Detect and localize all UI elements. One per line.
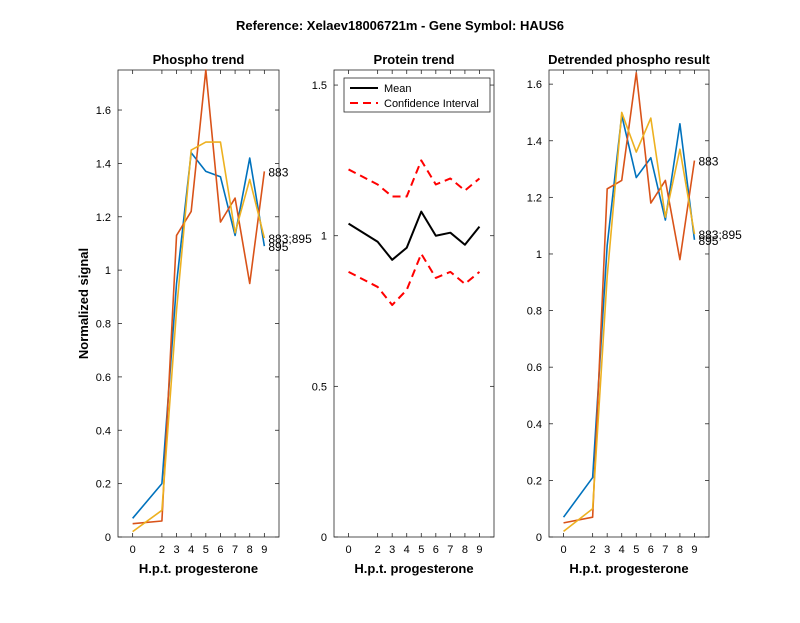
x-tick-label: 2	[159, 544, 165, 556]
series-line-confidence-interval	[348, 252, 481, 307]
y-tick-label: 0.8	[527, 306, 542, 318]
y-tick-label: 1	[105, 265, 111, 277]
x-tick-label: 8	[462, 544, 468, 556]
series-line-883	[132, 151, 266, 519]
x-tick-label: 9	[476, 544, 482, 556]
x-tick-label: 3	[173, 544, 179, 556]
y-tick-label: 1	[321, 231, 327, 243]
x-tick-label: 4	[619, 544, 625, 556]
x-tick-label: 6	[433, 544, 439, 556]
x-tick-label: 0	[345, 544, 351, 556]
y-tick-label: 0.4	[527, 419, 542, 431]
legend-entry-label: Confidence Interval	[384, 98, 479, 110]
x-tick-label: 8	[247, 544, 253, 556]
legend-entry-label: Mean	[384, 83, 412, 95]
y-axis-label: Normalized signal	[76, 248, 91, 359]
series-line-883-895	[563, 111, 696, 532]
series-end-label: 883;895	[268, 232, 312, 246]
series-line-confidence-interval	[348, 159, 481, 198]
series-end-label: 895	[698, 234, 718, 248]
x-tick-label: 4	[404, 544, 410, 556]
series-end-label: 883	[268, 165, 288, 179]
x-tick-label: 7	[232, 544, 238, 556]
y-tick-label: 1.6	[527, 79, 542, 91]
x-axis-label: H.p.t. progesterone	[354, 561, 473, 576]
chart-panel-1: Phospho trend H.p.t. progesterone Normaliz…	[76, 52, 312, 576]
x-axis-label: H.p.t. progesterone	[139, 561, 258, 576]
x-tick-label: 7	[447, 544, 453, 556]
y-tick-label: 0	[105, 532, 111, 544]
x-tick-label: 9	[691, 544, 697, 556]
series-line-883-895	[132, 141, 266, 533]
y-tick-label: 0.6	[96, 372, 111, 384]
x-tick-label: 4	[188, 544, 194, 556]
y-tick-label: 1.4	[96, 158, 111, 170]
x-tick-label: 0	[560, 544, 566, 556]
x-tick-label: 7	[662, 544, 668, 556]
legend-box	[343, 77, 491, 113]
x-tick-label: 5	[633, 544, 639, 556]
y-tick-label: 0.2	[96, 479, 111, 491]
x-axis-label: H.p.t. progesterone	[569, 561, 688, 576]
x-tick-label: 8	[677, 544, 683, 556]
x-tick-label: 3	[604, 544, 610, 556]
y-tick-label: 1.2	[527, 192, 542, 204]
x-tick-label: 5	[418, 544, 424, 556]
series-line-895	[563, 72, 696, 524]
y-tick-label: 1	[536, 249, 542, 261]
x-tick-label: 9	[261, 544, 267, 556]
series-end-label: 895	[268, 240, 288, 254]
x-tick-label: 6	[217, 544, 223, 556]
y-tick-label: 1.4	[527, 136, 542, 148]
y-tick-label: 0	[321, 532, 327, 544]
y-tick-label: 0	[536, 532, 542, 544]
series-line-mean	[348, 210, 481, 261]
plot-area	[548, 69, 710, 538]
x-tick-label: 2	[375, 544, 381, 556]
legend: Mean Confidence Interval	[343, 77, 491, 113]
y-tick-label: 0.8	[96, 319, 111, 331]
x-tick-label: 2	[590, 544, 596, 556]
chart-title: Protein trend	[374, 52, 455, 67]
y-tick-label: 1.6	[96, 105, 111, 117]
y-tick-label: 1.5	[312, 80, 327, 92]
figure-title: Reference: Xelaev18006721m - Gene Symbol…	[236, 18, 564, 33]
y-tick-label: 1.2	[96, 212, 111, 224]
chart-title: Detrended phospho result	[548, 52, 710, 67]
series-end-label: 883	[698, 155, 718, 169]
y-tick-label: 0.2	[527, 475, 542, 487]
series-end-label: 883;895	[698, 228, 742, 242]
chart-panel-3: Detrended phospho result H.p.t. progester…	[527, 52, 742, 576]
y-tick-label: 0.5	[312, 381, 327, 393]
chart-title: Phospho trend	[153, 52, 245, 67]
y-tick-label: 0.4	[96, 425, 111, 437]
series-line-895	[132, 69, 266, 525]
y-tick-label: 0.6	[527, 362, 542, 374]
x-tick-label: 0	[130, 544, 136, 556]
x-tick-label: 5	[203, 544, 209, 556]
plot-area	[117, 69, 280, 538]
x-tick-label: 6	[648, 544, 654, 556]
plot-area	[333, 69, 495, 538]
x-tick-label: 3	[389, 544, 395, 556]
